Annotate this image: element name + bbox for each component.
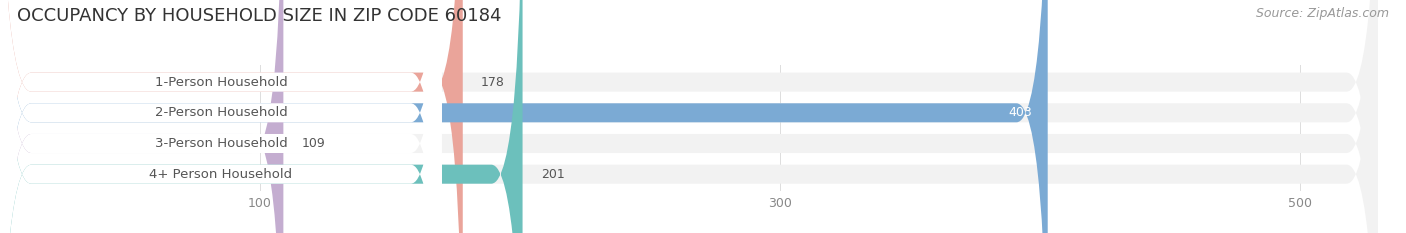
FancyBboxPatch shape (0, 0, 441, 233)
Text: 1-Person Household: 1-Person Household (155, 76, 287, 89)
Text: 109: 109 (301, 137, 325, 150)
FancyBboxPatch shape (0, 0, 441, 233)
FancyBboxPatch shape (0, 0, 523, 233)
FancyBboxPatch shape (0, 0, 463, 233)
FancyBboxPatch shape (0, 0, 1047, 233)
Text: Source: ZipAtlas.com: Source: ZipAtlas.com (1256, 7, 1389, 20)
Text: 4+ Person Household: 4+ Person Household (149, 168, 292, 181)
Text: 2-Person Household: 2-Person Household (155, 106, 287, 119)
Text: 201: 201 (541, 168, 564, 181)
FancyBboxPatch shape (0, 0, 441, 233)
Text: OCCUPANCY BY HOUSEHOLD SIZE IN ZIP CODE 60184: OCCUPANCY BY HOUSEHOLD SIZE IN ZIP CODE … (17, 7, 502, 25)
Text: 403: 403 (1008, 106, 1032, 119)
FancyBboxPatch shape (0, 0, 441, 233)
Text: 178: 178 (481, 76, 505, 89)
Text: 3-Person Household: 3-Person Household (155, 137, 287, 150)
FancyBboxPatch shape (0, 0, 284, 233)
